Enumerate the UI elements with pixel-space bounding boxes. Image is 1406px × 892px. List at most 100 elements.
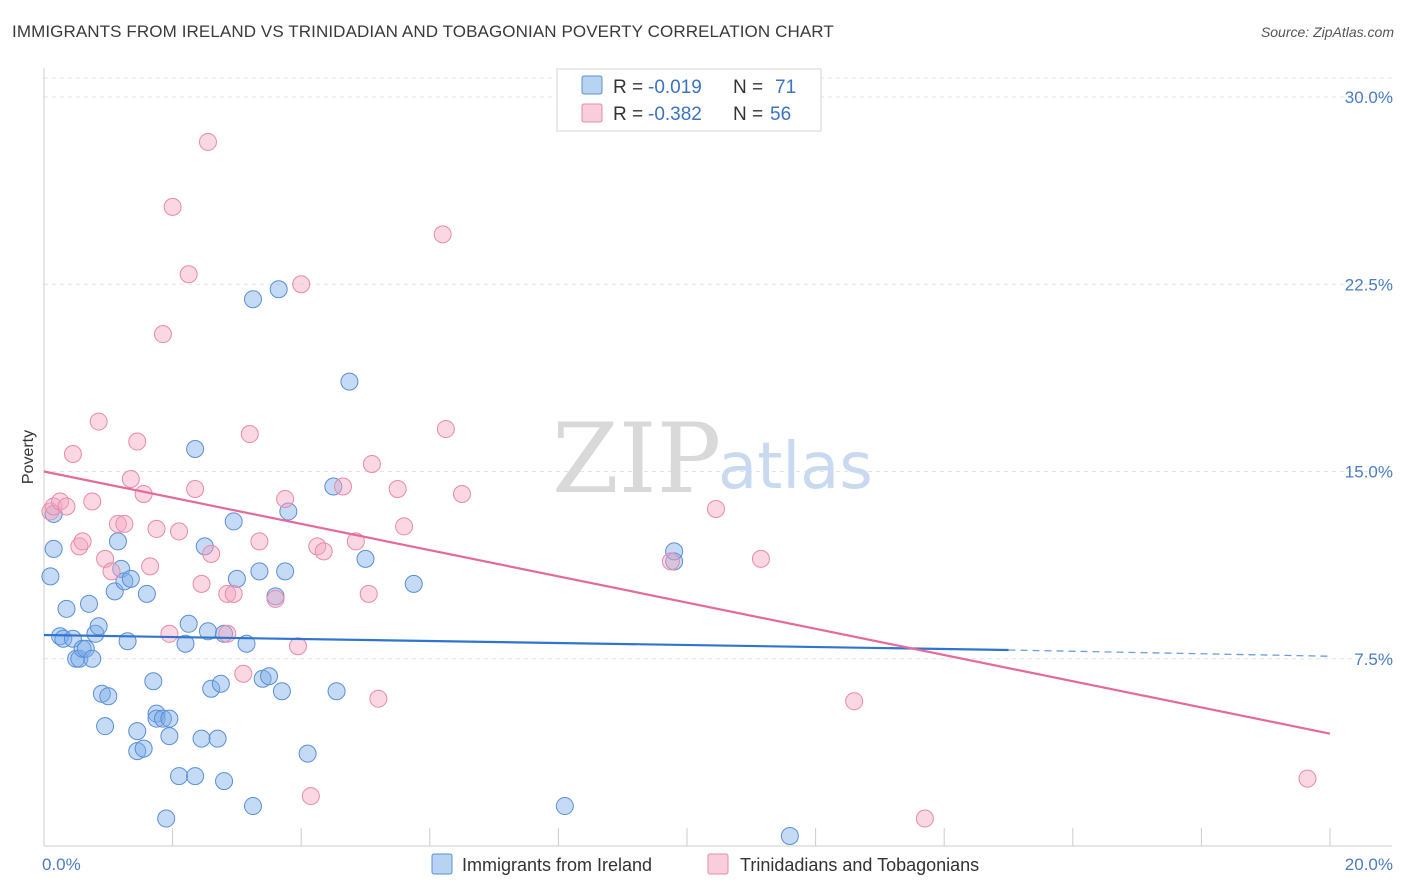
point-s1-32 [250,532,269,551]
point-s1-36 [292,275,311,294]
watermark-atlas: atlas [718,430,873,504]
point-s0-52 [243,290,262,309]
point-s1-50 [661,552,680,571]
y-axis-title: Poverty [20,430,37,484]
point-s1-11 [108,514,127,533]
y-tick-label-1: 15.0% [1345,463,1393,482]
watermark: ZIP atlas [552,403,873,515]
watermark-zip: ZIP [552,403,721,515]
point-s0-14 [89,617,108,636]
point-s1-7 [83,492,102,511]
point-s1-44 [369,689,388,708]
point-s0-18 [105,582,124,601]
point-s1-22 [179,265,198,284]
point-s1-19 [160,624,179,643]
point-s1-17 [147,519,166,538]
point-s0-28 [144,672,163,691]
point-s1-3 [57,497,76,516]
point-s0-63 [327,682,346,701]
point-s1-20 [163,197,182,216]
point-s0-12 [83,649,102,668]
point-s0-16 [96,717,115,736]
point-s1-53 [845,692,864,711]
series-legend: Immigrants from Ireland Trinidadians and… [431,853,979,875]
point-s1-24 [192,574,211,593]
point-s1-29 [224,584,243,603]
point-s1-34 [276,489,295,508]
point-s0-57 [269,280,288,299]
point-s1-0 [41,502,60,521]
chart-title: IMMIGRANTS FROM IRELAND VS TRINIDADIAN A… [12,22,834,41]
point-s1-31 [240,425,259,444]
point-s1-16 [141,557,160,576]
point-s1-39 [314,542,333,561]
point-s0-43 [202,679,221,698]
point-s1-4 [63,445,82,464]
point-s1-12 [115,514,134,533]
point-s1-51 [706,499,725,518]
y-tick-label-3: 30.0% [1345,88,1393,107]
point-s1-27 [218,624,237,643]
point-s1-30 [234,664,253,683]
series-legend-label-ireland: Immigrants from Ireland [462,855,652,875]
legend-swatch-ireland [581,75,603,95]
point-s1-25 [198,132,217,151]
legend-n-label-trinidad: N = [733,104,763,125]
point-s0-10 [76,639,95,658]
point-s0-35 [170,767,189,786]
point-s0-62 [324,477,343,496]
series-legend-label-trinidad: Trinidadians and Tobagonians [740,855,979,875]
data-points [41,132,1317,846]
point-s0-36 [176,634,195,653]
point-s0-26 [134,739,153,758]
point-s0-27 [137,584,156,603]
point-s0-64 [340,372,359,391]
point-s1-48 [436,420,455,439]
series-legend-swatch-ireland [431,853,453,875]
point-s0-46 [215,772,234,791]
point-s1-5 [70,537,89,556]
point-s0-32 [157,809,176,828]
point-s0-38 [186,767,205,786]
point-s0-11 [80,594,99,613]
point-s1-55 [1298,769,1317,788]
point-s0-30 [147,709,166,728]
point-s0-34 [160,727,179,746]
trend-line-s1 [43,470,1331,735]
point-s0-22 [121,569,140,588]
legend-r-label-ireland: R = [613,77,643,98]
point-s0-1 [44,539,63,558]
point-s1-6 [73,532,92,551]
grid-lines [44,77,1392,660]
y-tick-label-0: 7.5% [1354,650,1393,669]
point-s1-13 [121,469,140,488]
point-s0-17 [99,687,118,706]
legend-r-label-trinidad: R = [613,104,643,125]
point-s0-41 [195,537,214,556]
point-s1-21 [170,522,189,541]
legend-n-label-ireland: N = [733,77,763,98]
point-s1-45 [388,479,407,498]
point-s1-35 [288,637,307,656]
legend-swatch-trinidad [581,103,603,123]
point-s1-8 [89,412,108,431]
trend-line-dash-s0 [1008,649,1331,657]
point-s0-59 [276,562,295,581]
point-s0-42 [198,622,217,641]
point-s1-26 [202,544,221,563]
point-s0-2 [41,567,60,586]
legend-r-value-ireland: -0.019 [648,77,702,98]
point-s1-42 [359,584,378,603]
point-s0-69 [665,542,684,561]
point-s1-10 [102,562,121,581]
point-s0-8 [70,649,89,668]
point-s0-33 [160,709,179,728]
point-s1-49 [452,484,471,503]
point-s1-23 [186,479,205,498]
point-s1-41 [346,532,365,551]
axes [43,68,1392,847]
point-s1-33 [266,589,285,608]
trend-line-s0 [43,633,1009,652]
point-s1-54 [915,809,934,828]
